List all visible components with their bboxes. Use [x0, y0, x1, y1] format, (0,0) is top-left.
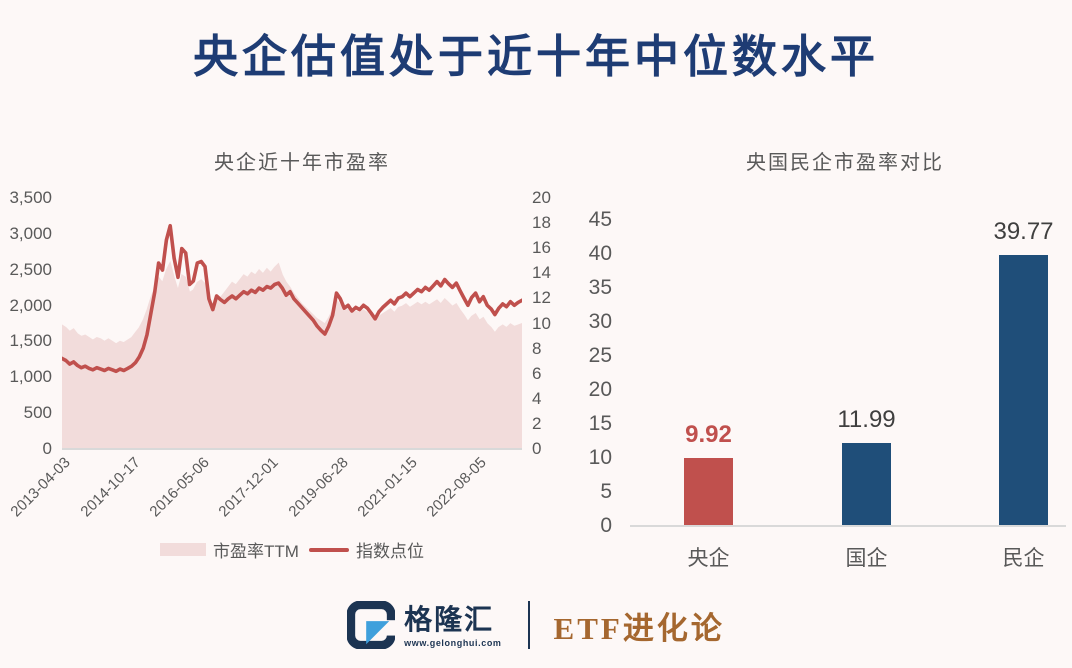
left-y-axis-tick: 2,000 — [9, 295, 52, 315]
bar-chart-y-axis-tick: 5 — [600, 480, 612, 503]
bar-chart-y-axis-tick: 15 — [588, 412, 612, 435]
bar-chart-y-axis-tick: 25 — [588, 344, 612, 367]
pe-area-line-chart — [62, 223, 522, 448]
bar-chart-y-axis-tick: 30 — [588, 310, 612, 333]
right-y-axis-tick: 16 — [532, 238, 551, 258]
right-y-axis-tick: 14 — [532, 263, 551, 283]
bar-chart-y-axis-tick: 35 — [588, 276, 612, 299]
right-y-axis-tick: 4 — [532, 388, 542, 408]
x-axis-tick-label: 2022-08-05 — [423, 454, 491, 521]
index-line-series — [62, 223, 522, 374]
right-chart-title: 央国民企市盈率对比 — [746, 152, 944, 174]
right-y-axis-tick: 6 — [532, 363, 542, 383]
right-y-axis-tick: 8 — [532, 338, 542, 358]
x-axis-tick-label: 2016-05-06 — [146, 454, 213, 521]
bar-chart-y-axis-tick: 0 — [600, 514, 612, 537]
legend-item-area: 市盈率TTM — [160, 537, 299, 562]
left-y-axis-tick: 3,000 — [9, 223, 52, 243]
bar-category-label: 央企 — [687, 547, 730, 570]
x-axis-tick-label: 2014-10-17 — [77, 454, 144, 521]
bar-category-label: 国企 — [845, 547, 888, 570]
brand-text-block: 格隆汇 www.gelonghui.com — [404, 604, 502, 649]
line-legend-swatch — [308, 547, 349, 552]
account-name: ETF进化论 — [553, 610, 725, 646]
footer-brand-bar: 格隆汇 www.gelonghui.com ETF进化论 — [0, 601, 1072, 649]
right-y-axis-tick: 20 — [532, 188, 551, 207]
pe-ttm-area-series — [62, 260, 522, 448]
brand-name: 格隆汇 — [404, 604, 495, 636]
legend-label: 市盈率TTM — [213, 542, 299, 561]
x-axis-tick-label: 2021-01-15 — [354, 454, 421, 521]
area-legend-swatch — [160, 543, 207, 556]
left-y-axis-tick: 1,000 — [9, 367, 52, 387]
page-title: 央企估值处于近十年中位数水平 — [192, 31, 879, 82]
legend-item-line: 指数点位 — [308, 537, 424, 562]
x-axis-tick-label: 2013-04-03 — [7, 454, 75, 521]
bar-category-label: 民企 — [1002, 547, 1045, 570]
bar-民企 — [999, 254, 1048, 525]
right-y-axis-tick: 10 — [532, 313, 551, 333]
legend-label: 指数点位 — [355, 542, 424, 561]
bar-value-label: 11.99 — [837, 406, 896, 434]
bar-chart-y-axis-tick: 40 — [588, 242, 612, 265]
bar-央企 — [684, 457, 733, 525]
left-y-axis-tick: 500 — [23, 403, 52, 423]
bar-chart-y-axis-tick: 45 — [588, 208, 612, 231]
x-axis-tick-label: 2019-06-28 — [285, 454, 352, 521]
footer-divider — [527, 601, 530, 649]
left-y-axis-tick: 3,500 — [9, 188, 52, 207]
bar-value-label: 9.92 — [685, 420, 732, 448]
left-y-axis-tick: 1,500 — [9, 331, 52, 351]
right-y-axis-tick: 18 — [532, 213, 551, 233]
x-axis-tick-label: 2017-12-01 — [215, 454, 283, 521]
left-chart-x-axis-line — [62, 448, 522, 450]
right-y-axis-tick: 2 — [532, 413, 542, 433]
bar-chart-y-axis-tick: 20 — [588, 378, 612, 401]
gelonghui-brand: 格隆汇 www.gelonghui.com — [347, 601, 501, 649]
left-chart-legend: 市盈率TTM 指数点位 — [62, 537, 522, 562]
right-y-axis-tick: 12 — [532, 288, 551, 308]
bar-国企 — [842, 443, 891, 525]
gelonghui-logo-icon — [347, 601, 396, 649]
right-y-axis-tick: 0 — [532, 439, 542, 458]
left-y-axis-tick: 2,500 — [9, 259, 52, 279]
bar-chart-y-axis-tick: 10 — [588, 446, 612, 469]
bar-value-label: 39.77 — [993, 217, 1054, 245]
left-chart-title: 央企近十年市盈率 — [214, 152, 390, 174]
brand-url: www.gelonghui.com — [404, 638, 502, 648]
left-y-axis-tick: 0 — [42, 439, 52, 458]
right-chart-x-axis-line — [630, 525, 1066, 527]
